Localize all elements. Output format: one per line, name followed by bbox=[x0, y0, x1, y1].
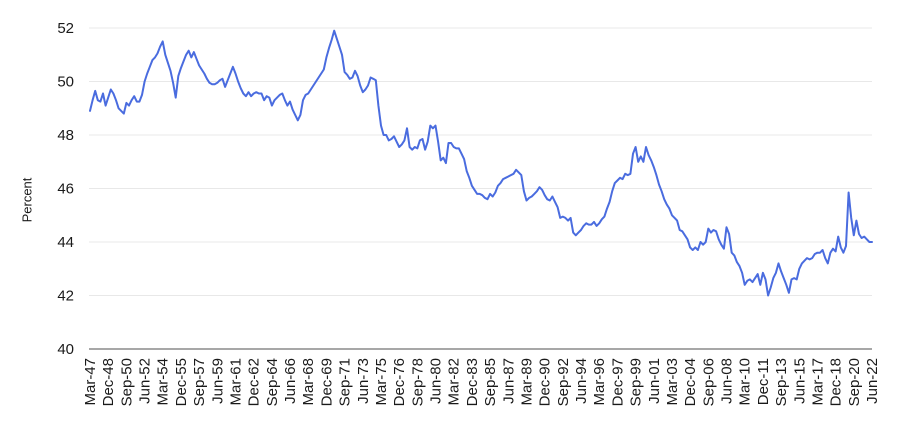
x-tick-label: Dec-48 bbox=[100, 358, 117, 406]
y-tick-label: 44 bbox=[57, 234, 74, 251]
y-axis-title: Percent bbox=[19, 177, 35, 223]
x-tick-label: Dec-97 bbox=[609, 358, 626, 406]
x-tick-label: Mar-75 bbox=[373, 358, 390, 406]
x-tick-label: Dec-83 bbox=[464, 358, 481, 406]
x-tick-label: Sep-13 bbox=[773, 358, 790, 406]
x-tick-label: Sep-92 bbox=[555, 358, 572, 406]
x-tick-label: Jun-94 bbox=[573, 358, 590, 404]
x-tick-label: Dec-18 bbox=[828, 358, 845, 406]
x-tick-label: Sep-50 bbox=[118, 358, 135, 406]
x-tick-label: Jun-01 bbox=[646, 358, 663, 404]
y-tick-label: 50 bbox=[57, 74, 74, 91]
x-tick-label: Sep-20 bbox=[846, 358, 863, 406]
x-tick-label: Mar-10 bbox=[737, 358, 754, 406]
x-tick-label: Jun-87 bbox=[500, 358, 517, 404]
x-tick-label: Sep-64 bbox=[264, 358, 281, 406]
x-tick-label: Jun-73 bbox=[355, 358, 372, 404]
y-tick-label: 46 bbox=[57, 181, 74, 198]
x-tick-label: Jun-59 bbox=[209, 358, 226, 404]
x-tick-label: Sep-78 bbox=[409, 358, 426, 406]
x-tick-label: Sep-06 bbox=[700, 358, 717, 406]
x-tick-label: Dec-04 bbox=[682, 358, 699, 406]
x-tick-label: Jun-15 bbox=[791, 358, 808, 404]
x-tick-label: Jun-66 bbox=[282, 358, 299, 404]
x-tick-label: Dec-76 bbox=[391, 358, 408, 406]
x-tick-label: Mar-89 bbox=[518, 358, 535, 406]
y-tick-label: 48 bbox=[57, 127, 74, 144]
x-tick-label: Sep-71 bbox=[337, 358, 354, 406]
x-tick-label: Jun-22 bbox=[864, 358, 881, 404]
x-tick-label: Sep-99 bbox=[628, 358, 645, 406]
x-tick-label: Dec-69 bbox=[318, 358, 335, 406]
x-tick-label: Mar-54 bbox=[155, 358, 172, 406]
y-tick-label: 42 bbox=[57, 288, 74, 305]
x-tick-label: Mar-96 bbox=[591, 358, 608, 406]
x-tick-label: Dec-90 bbox=[537, 358, 554, 406]
x-tick-label: Dec-55 bbox=[173, 358, 190, 406]
x-tick-label: Mar-61 bbox=[227, 358, 244, 406]
x-tick-label: Mar-17 bbox=[809, 358, 826, 406]
x-tick-label: Jun-80 bbox=[428, 358, 445, 404]
x-tick-label: Sep-57 bbox=[191, 358, 208, 406]
y-tick-label: 40 bbox=[57, 341, 74, 358]
x-tick-label: Jun-08 bbox=[719, 358, 736, 404]
x-tick-label: Mar-47 bbox=[82, 358, 99, 406]
x-tick-label: Sep-85 bbox=[482, 358, 499, 406]
x-tick-label: Jun-52 bbox=[137, 358, 154, 404]
x-tick-label: Mar-03 bbox=[664, 358, 681, 406]
data-series-line bbox=[89, 29, 873, 297]
x-tick-label: Mar-68 bbox=[300, 358, 317, 406]
x-tick-label: Dec-11 bbox=[755, 358, 772, 405]
y-tick-label: 52 bbox=[57, 20, 74, 37]
x-tick-label: Dec-62 bbox=[246, 358, 263, 406]
x-tick-label: Mar-82 bbox=[446, 358, 463, 406]
